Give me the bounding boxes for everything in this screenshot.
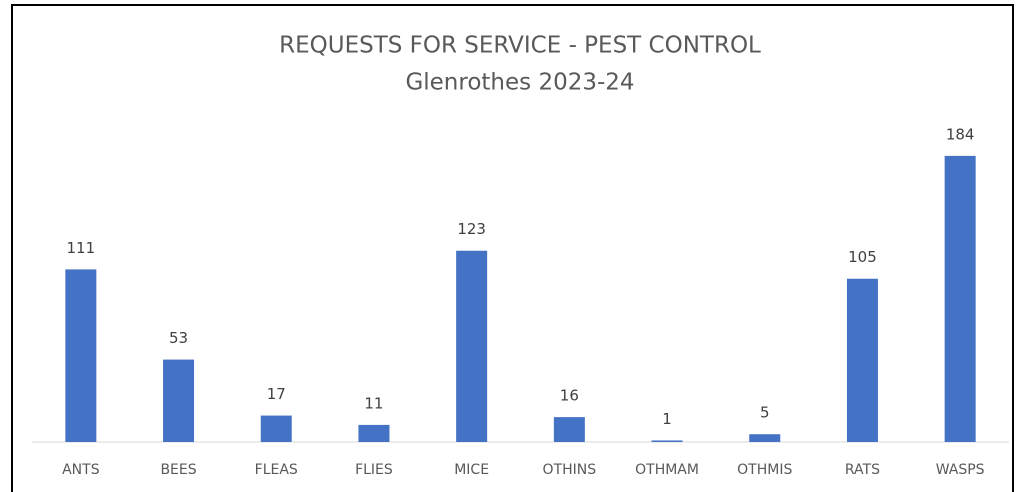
bar	[260, 415, 292, 442]
frame	[11, 4, 1014, 492]
data-label: 16	[560, 387, 579, 405]
data-label: 123	[457, 220, 486, 238]
bar	[553, 417, 585, 442]
x-tick-label: OTHMIS	[737, 462, 792, 478]
data-label: 11	[364, 394, 383, 412]
x-tick-label: OTHINS	[543, 462, 597, 478]
data-label: 53	[169, 329, 188, 347]
x-tick-label: OTHMAM	[635, 462, 699, 478]
x-tick-label: ANTS	[62, 462, 100, 478]
x-tick-label: WASPS	[936, 462, 985, 478]
bar	[651, 440, 683, 442]
x-tick-label: BEES	[160, 462, 196, 478]
chart-subtitle: Glenrothes 2023-24	[405, 70, 634, 96]
x-tick-label: MICE	[454, 462, 489, 478]
data-label: 1	[662, 410, 672, 428]
bar	[65, 269, 97, 442]
bar	[846, 278, 878, 442]
bar	[456, 250, 488, 442]
data-label: 105	[848, 248, 877, 266]
bar	[749, 434, 781, 442]
bar	[358, 424, 390, 442]
data-label: 184	[946, 125, 975, 143]
x-tick-label: FLEAS	[255, 462, 298, 478]
chart-title: REQUESTS FOR SERVICE - PEST CONTROL	[279, 33, 761, 59]
x-tick-label: RATS	[845, 462, 880, 478]
bar	[163, 359, 195, 442]
data-label: 17	[267, 385, 286, 403]
x-tick-label: FLIES	[355, 462, 393, 478]
bar	[944, 155, 976, 442]
data-label: 111	[67, 239, 96, 257]
data-label: 5	[760, 404, 770, 422]
